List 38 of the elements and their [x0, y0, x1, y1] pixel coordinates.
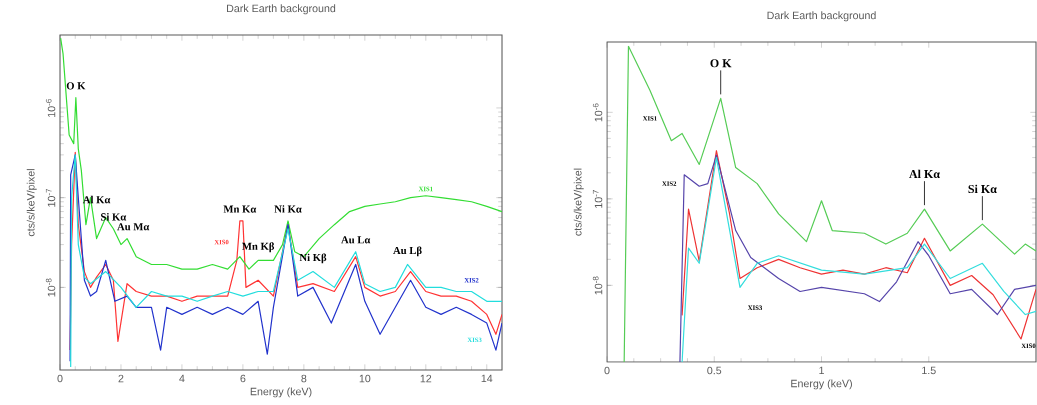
annotation: Si Kα — [968, 184, 997, 194]
y-tick-label: 10$^{-8}$ — [45, 278, 56, 297]
annotation: Ni Kα — [274, 205, 302, 213]
y-axis-title: cts/s/keV/pixel — [573, 168, 584, 236]
y-tick-label: 10$^{-6}$ — [592, 103, 603, 122]
annotation: Si Kα — [101, 213, 127, 221]
y-tick-label: 10$^{-8}$ — [592, 276, 603, 295]
x-tick-label: 0 — [604, 366, 610, 375]
line-series — [623, 45, 1037, 363]
x-tick-label: 12 — [420, 374, 432, 383]
x-tick-label: 2 — [118, 374, 124, 383]
x-tick-label: 14 — [481, 374, 493, 383]
annotation: O K — [710, 59, 732, 68]
x-axis-title: Energy (keV) — [791, 379, 852, 390]
x-tick-label: 1 — [819, 366, 824, 375]
chart-title: Dark Earth background — [227, 4, 336, 15]
annotation: Au Mα — [117, 223, 150, 231]
chart-title: Dark Earth background — [767, 11, 876, 22]
x-tick-label: 6 — [240, 374, 246, 383]
x-tick-label: 0.5 — [707, 366, 722, 375]
x-tick-label: 8 — [301, 374, 307, 383]
annotation: Au Lα — [341, 236, 371, 244]
annotation: Au Lβ — [393, 246, 422, 257]
annotation: Ni Kβ — [299, 253, 327, 264]
x-tick-label: 4 — [179, 374, 185, 383]
annotation: Mn Kβ — [242, 242, 275, 253]
y-axis-title: cts/s/keV/pixel — [26, 169, 37, 237]
line-series — [60, 37, 503, 270]
annotation: Al Kα — [909, 169, 940, 179]
x-tick-label: 10 — [359, 374, 371, 383]
annotation: Mn Kα — [223, 205, 257, 213]
x-axis-title: Energy (keV) — [250, 387, 312, 398]
x-tick-label: 0 — [57, 374, 63, 383]
x-tick-label: 1.5 — [922, 366, 936, 375]
y-tick-label: 10$^{-7}$ — [592, 190, 603, 208]
y-tick-label: 10$^{-7}$ — [45, 188, 56, 207]
y-tick-label: 10$^{-6}$ — [45, 99, 56, 117]
annotation: O K — [66, 82, 86, 90]
